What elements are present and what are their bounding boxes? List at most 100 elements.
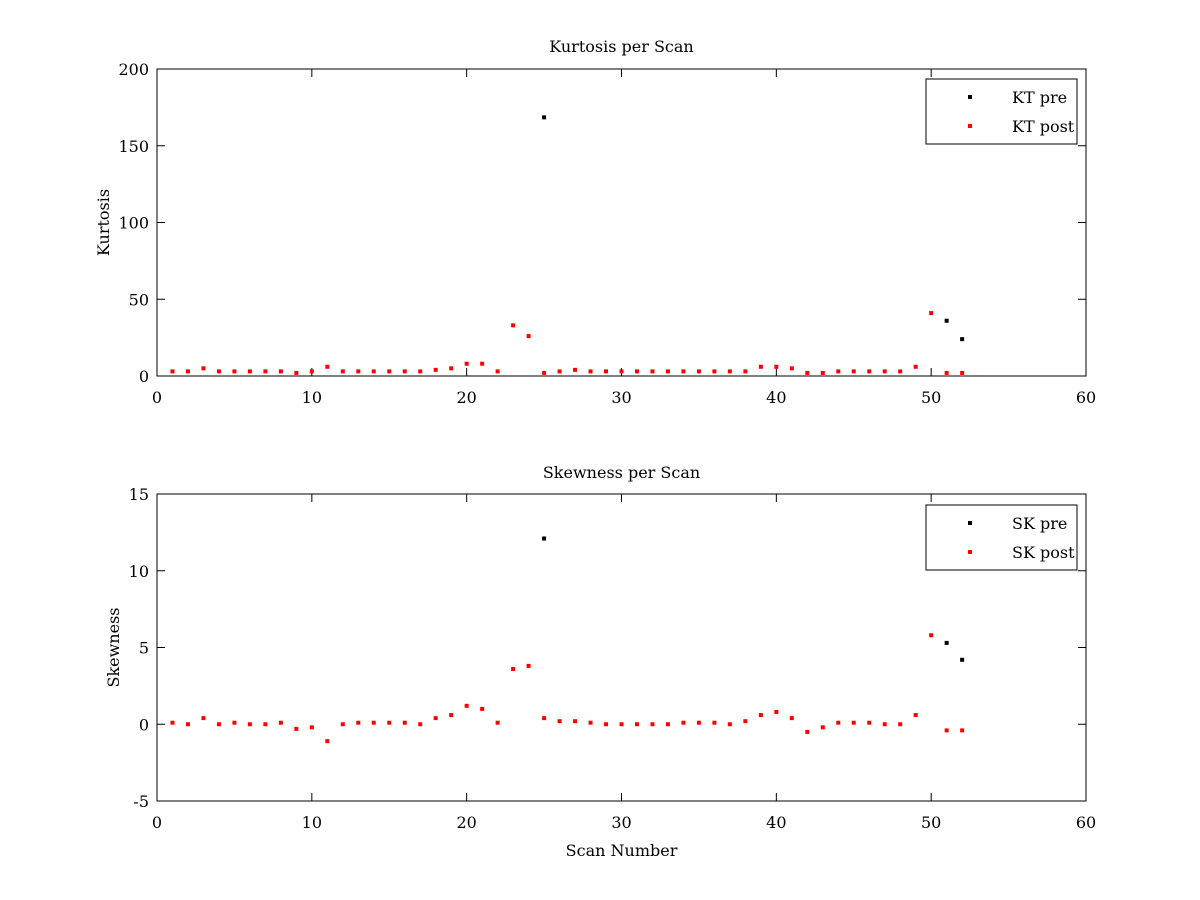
legend-marker-pre bbox=[968, 95, 972, 99]
data-point-post bbox=[278, 720, 283, 725]
data-point-pre bbox=[944, 640, 949, 645]
x-tick-label: 40 bbox=[766, 813, 786, 832]
y-tick-label: 0 bbox=[139, 715, 149, 734]
data-point-post bbox=[960, 370, 965, 375]
data-point-post bbox=[480, 706, 485, 711]
data-point-post bbox=[681, 720, 686, 725]
data-point-post bbox=[882, 722, 887, 727]
data-point-pre bbox=[542, 115, 547, 120]
data-point-post bbox=[944, 370, 949, 375]
data-point-post bbox=[495, 369, 500, 374]
legend: SK pre SK post bbox=[925, 504, 1078, 571]
data-point-post bbox=[511, 323, 516, 328]
data-point-post bbox=[774, 364, 779, 369]
data-point-post bbox=[604, 722, 609, 727]
data-point-post bbox=[542, 370, 547, 375]
data-point-post bbox=[294, 370, 299, 375]
data-point-post bbox=[929, 633, 934, 638]
data-point-post bbox=[588, 369, 593, 374]
x-tick-label: 10 bbox=[302, 388, 322, 407]
data-point-post bbox=[820, 370, 825, 375]
y-tick-label: 200 bbox=[118, 60, 149, 79]
data-point-post bbox=[263, 722, 268, 727]
data-point-post bbox=[851, 369, 856, 374]
data-point-post bbox=[263, 369, 268, 374]
data-point-post bbox=[480, 361, 485, 366]
data-point-post bbox=[402, 369, 407, 374]
data-point-post bbox=[247, 369, 252, 374]
data-point-post bbox=[774, 709, 779, 714]
data-point-post bbox=[340, 369, 345, 374]
data-point-post bbox=[185, 369, 190, 374]
y-tick-label: 0 bbox=[139, 367, 149, 386]
data-point-post bbox=[650, 722, 655, 727]
data-point-post bbox=[727, 722, 732, 727]
data-point-post bbox=[495, 720, 500, 725]
data-point-post bbox=[247, 722, 252, 727]
data-point-post bbox=[402, 720, 407, 725]
data-point-post bbox=[743, 369, 748, 374]
axis-ticks: 0 10 20 30 40 50 60 0 50 100 150 200 bbox=[118, 60, 1096, 407]
data-point-post bbox=[573, 367, 578, 372]
legend-marker-post bbox=[968, 550, 972, 554]
data-point-post bbox=[650, 369, 655, 374]
data-point-post bbox=[696, 369, 701, 374]
data-point-post bbox=[557, 719, 562, 724]
data-point-post bbox=[758, 713, 763, 718]
data-point-post bbox=[340, 722, 345, 727]
data-point-pre bbox=[960, 657, 965, 662]
data-point-post bbox=[542, 716, 547, 721]
data-point-post bbox=[418, 369, 423, 374]
data-point-post bbox=[836, 369, 841, 374]
data-point-post bbox=[820, 725, 825, 730]
data-point-post bbox=[960, 728, 965, 733]
data-point-post bbox=[201, 366, 206, 371]
data-point-post bbox=[232, 720, 237, 725]
data-point-post bbox=[433, 367, 438, 372]
data-point-post bbox=[449, 366, 454, 371]
x-tick-label: 30 bbox=[611, 388, 631, 407]
data-point-post bbox=[743, 719, 748, 724]
data-point-post bbox=[929, 311, 934, 316]
x-tick-label: 50 bbox=[921, 388, 941, 407]
data-point-post bbox=[387, 369, 392, 374]
data-point-post bbox=[867, 369, 872, 374]
y-tick-label: 5 bbox=[139, 639, 149, 658]
y-tick-label: 15 bbox=[129, 485, 149, 504]
x-tick-label: 30 bbox=[611, 813, 631, 832]
data-point-post bbox=[418, 722, 423, 727]
legend-marker-post bbox=[968, 124, 972, 128]
data-point-post bbox=[681, 369, 686, 374]
data-point-post bbox=[712, 369, 717, 374]
data-point-post bbox=[294, 726, 299, 731]
x-tick-label: 20 bbox=[456, 388, 476, 407]
data-point-post bbox=[913, 713, 918, 718]
data-point-post bbox=[278, 369, 283, 374]
data-point-post bbox=[449, 713, 454, 718]
data-point-post bbox=[371, 369, 376, 374]
legend-label-post: SK post bbox=[1012, 543, 1075, 562]
data-point-post bbox=[696, 720, 701, 725]
data-point-post bbox=[170, 720, 175, 725]
data-point-post bbox=[526, 334, 531, 339]
data-points bbox=[170, 115, 965, 375]
y-tick-label: 100 bbox=[118, 214, 149, 233]
data-point-pre bbox=[944, 318, 949, 323]
data-point-post bbox=[309, 369, 314, 374]
data-point-post bbox=[898, 722, 903, 727]
x-tick-label: 50 bbox=[921, 813, 941, 832]
y-tick-label: 10 bbox=[129, 562, 149, 581]
data-point-post bbox=[805, 370, 810, 375]
data-point-post bbox=[433, 716, 438, 721]
data-point-post bbox=[867, 720, 872, 725]
legend-label-post: KT post bbox=[1012, 117, 1075, 136]
legend-box bbox=[925, 504, 1078, 571]
data-point-pre bbox=[960, 337, 965, 342]
x-tick-label: 60 bbox=[1076, 813, 1096, 832]
data-point-post bbox=[216, 722, 221, 727]
data-point-post bbox=[387, 720, 392, 725]
data-point-post bbox=[944, 728, 949, 733]
data-point-post bbox=[913, 364, 918, 369]
